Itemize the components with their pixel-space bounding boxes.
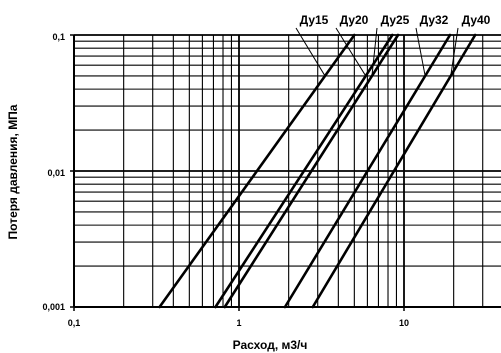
axes xyxy=(70,34,501,311)
y-tick-label-2: 0,1 xyxy=(52,32,65,42)
grid xyxy=(73,34,501,308)
y-axis-title: Потеря давления, МПа xyxy=(6,104,20,239)
y-tick-label-0: 0,001 xyxy=(42,302,65,312)
series-leader-4 xyxy=(415,27,426,77)
series-label-3: Ду25 xyxy=(381,13,410,27)
series-label-1: Ду15 xyxy=(300,13,329,27)
series-line-4 xyxy=(283,33,452,309)
series-leader-1 xyxy=(295,27,326,77)
series-line-2 xyxy=(214,33,394,309)
series-line-1 xyxy=(158,33,356,309)
series-lines xyxy=(158,33,477,309)
series-leader-5 xyxy=(450,27,459,77)
x-tick-label-2: 10 xyxy=(399,318,409,328)
series-label-4: Ду32 xyxy=(420,13,449,27)
series-line-3 xyxy=(223,33,400,309)
x-tick-label-1: 1 xyxy=(236,318,241,328)
series-label-2: Ду20 xyxy=(340,13,369,27)
series-leader-3 xyxy=(371,27,378,76)
x-tick-label-0: 0,1 xyxy=(68,318,81,328)
series-labels: Ду15 Ду20 Ду25 Ду32 Ду40 xyxy=(295,13,491,77)
series-line-5 xyxy=(311,33,477,309)
x-axis-title: Расход, м3/ч xyxy=(233,338,308,352)
y-tick-label-1: 0,01 xyxy=(47,168,65,178)
series-label-5: Ду40 xyxy=(462,13,491,27)
series-leader-2 xyxy=(335,27,367,77)
